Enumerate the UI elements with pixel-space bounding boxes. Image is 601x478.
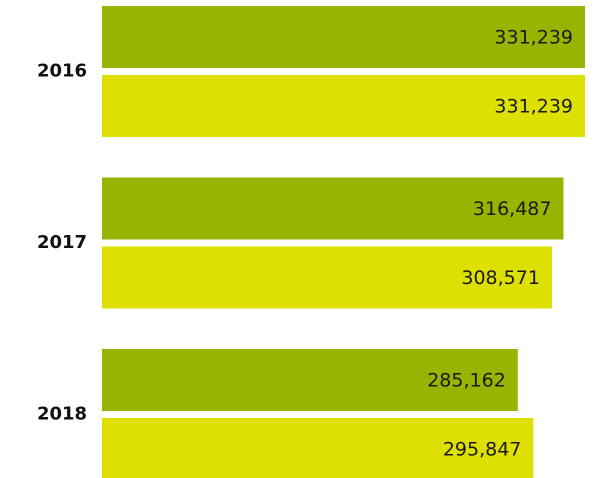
category-label: 2016 — [37, 61, 87, 82]
bar — [102, 418, 534, 478]
bar — [102, 6, 585, 68]
bar — [102, 349, 518, 411]
value-label: 331,239 — [494, 27, 573, 49]
value-label: 285,162 — [427, 370, 506, 392]
value-label: 331,239 — [494, 96, 573, 118]
bar — [102, 75, 585, 137]
category-label: 2018 — [37, 404, 87, 425]
value-label: 316,487 — [473, 198, 552, 220]
category-label: 2017 — [37, 232, 87, 253]
value-label: 308,571 — [461, 267, 540, 289]
bar — [102, 246, 552, 309]
value-label: 295,847 — [443, 439, 522, 461]
bar — [102, 177, 564, 240]
